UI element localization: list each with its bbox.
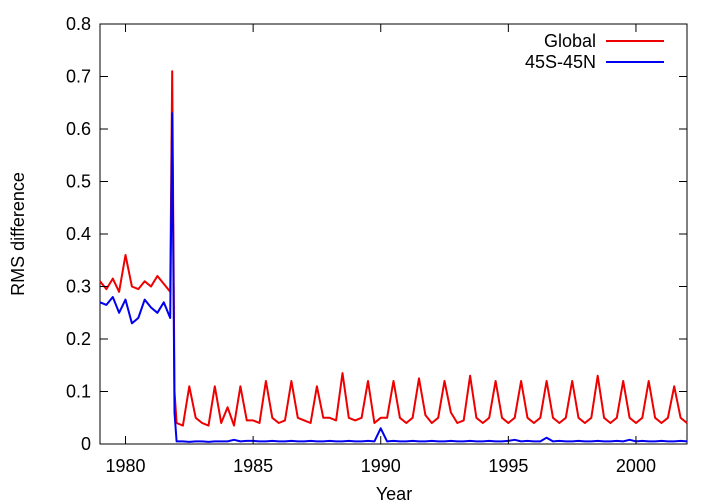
x-tick-label: 1985 — [233, 456, 273, 476]
legend-label: Global — [544, 31, 596, 51]
series-line-global — [99, 70, 688, 427]
y-tick-label: 0.6 — [66, 119, 91, 139]
x-tick-label: 1995 — [488, 456, 528, 476]
series-line-tropics — [99, 112, 688, 443]
x-axis-label: Year — [376, 484, 412, 504]
y-tick-label: 0 — [81, 434, 91, 454]
series-layer — [99, 70, 688, 443]
y-axis-label: RMS difference — [8, 172, 28, 296]
y-tick-label: 0.3 — [66, 277, 91, 297]
y-tick-label: 0.1 — [66, 382, 91, 402]
x-tick-label: 2000 — [616, 456, 656, 476]
y-tick-label: 0.7 — [66, 67, 91, 87]
x-tick-label: 1980 — [105, 456, 145, 476]
y-tick-label: 0.2 — [66, 329, 91, 349]
y-tick-label: 0.8 — [66, 14, 91, 34]
x-tick-label: 1990 — [361, 456, 401, 476]
y-tick-label: 0.4 — [66, 224, 91, 244]
y-tick-label: 0.5 — [66, 172, 91, 192]
axes-layer: 0 0.1 0.2 0.3 0.4 0.5 0.6 0.7 0.8 1980 1985 1990 199… — [66, 14, 687, 476]
legend-label: 45S-45N — [525, 52, 596, 72]
